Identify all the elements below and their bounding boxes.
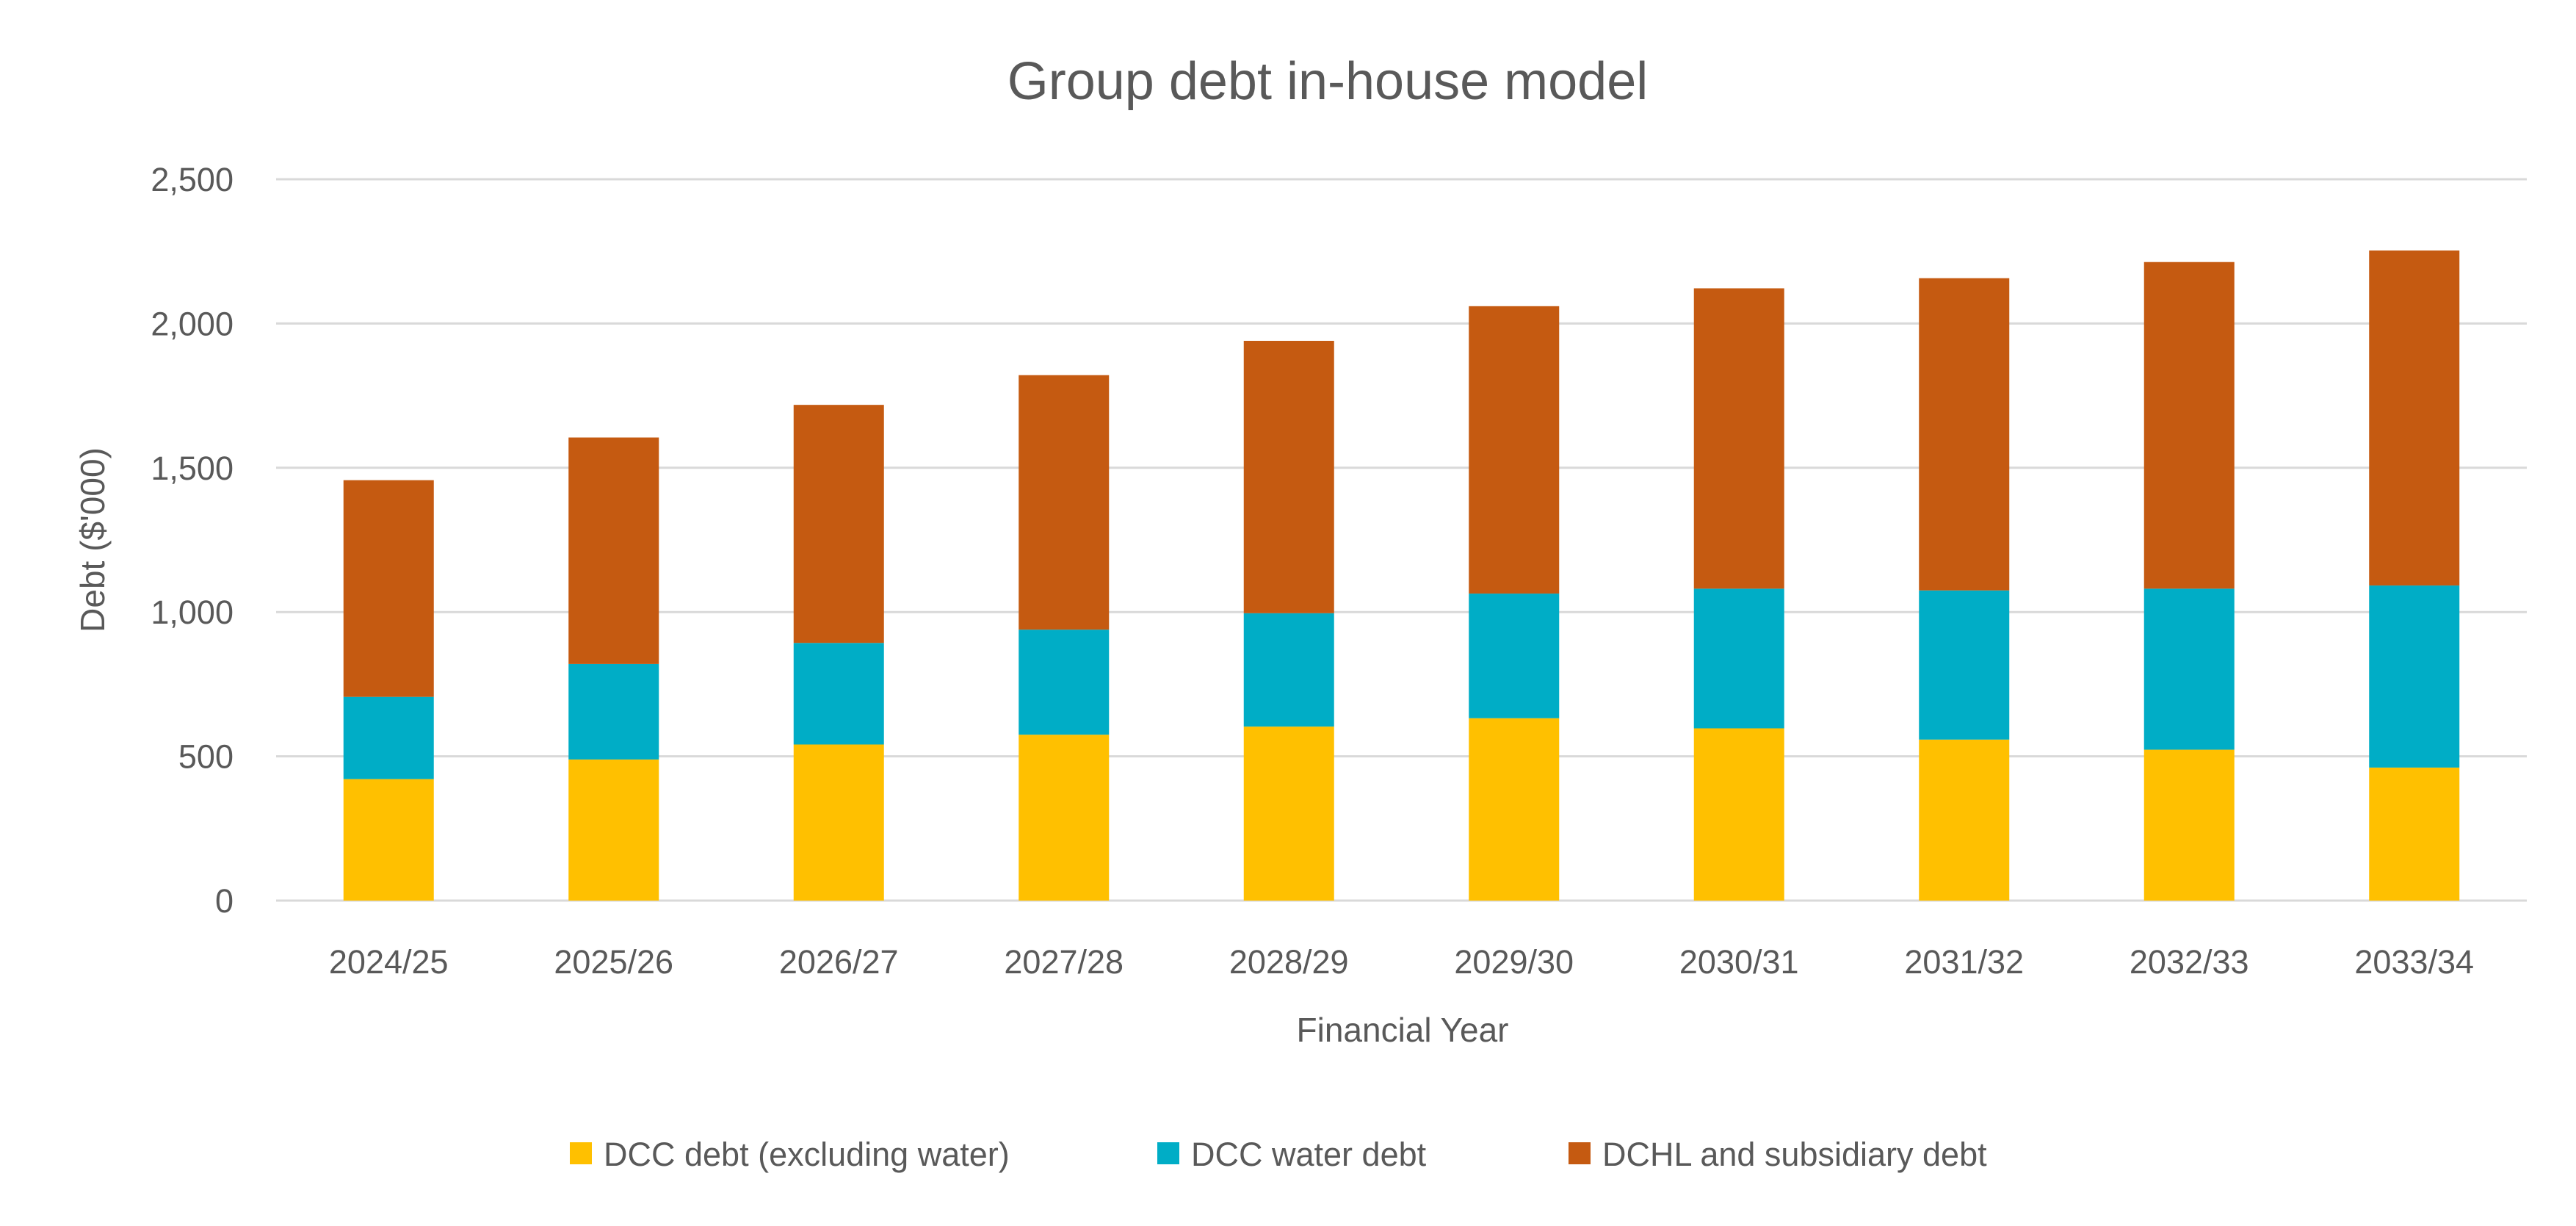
bar-segment-2 (2369, 585, 2460, 768)
legend: DCC debt (excluding water) DCC water debt… (570, 1136, 1987, 1173)
bar-segment-3 (1693, 288, 1784, 589)
bar-segment-2 (2143, 588, 2235, 750)
x-tick-label: 2030/31 (1679, 943, 1799, 981)
bar-segment-2 (1243, 613, 1334, 727)
x-tick-label: 2031/32 (1904, 943, 2024, 981)
bar-segment-3 (1243, 340, 1334, 613)
chart-title: Group debt in-house model (1007, 52, 1649, 111)
bar-segment-1 (793, 744, 884, 901)
bar-segment-3 (1469, 306, 1560, 594)
x-tick-label: 2032/33 (2130, 943, 2249, 981)
bar-segment-3 (568, 437, 659, 664)
bar-segment-3 (1019, 375, 1110, 630)
bar-segment-1 (1243, 726, 1334, 901)
bar-segment-2 (1019, 630, 1110, 735)
legend-label: DCC debt (excluding water) (604, 1136, 1010, 1173)
x-tick-label: 2025/26 (554, 943, 673, 981)
y-tick-label: 1,000 (151, 594, 234, 631)
y-axis-ticks: 0 500 1,000 1,500 2,000 2,500 (151, 161, 234, 920)
bar-segment-2 (568, 663, 659, 760)
bar-segment-2 (343, 696, 434, 779)
bar-segment-3 (343, 480, 434, 697)
legend-swatch (1157, 1142, 1179, 1164)
bar-segment-2 (1469, 594, 1560, 718)
bar-segment-1 (1469, 718, 1560, 901)
x-tick-label: 2029/30 (1454, 943, 1574, 981)
x-axis-ticks: 2024/25 2025/26 2026/27 2027/28 2028/29 2029/… (329, 943, 2474, 981)
x-tick-label: 2028/29 (1229, 943, 1349, 981)
x-tick-label: 2026/27 (779, 943, 899, 981)
bar-segment-3 (2369, 250, 2460, 586)
y-tick-label: 2,000 (151, 305, 234, 342)
bar-segment-1 (568, 759, 659, 901)
x-tick-label: 2027/28 (1004, 943, 1124, 981)
x-axis-label: Financial Year (1297, 1011, 1509, 1049)
bar-segment-1 (343, 779, 434, 901)
bar-segment-1 (2143, 749, 2235, 901)
bar-segment-2 (1693, 588, 1784, 729)
legend-swatch (570, 1142, 592, 1164)
bar-segment-2 (793, 643, 884, 745)
y-tick-label: 2,500 (151, 161, 234, 198)
bar-segment-2 (1919, 590, 2010, 740)
bar-segment-3 (1919, 278, 2010, 591)
bar-segment-3 (793, 405, 884, 643)
x-tick-label: 2024/25 (329, 943, 449, 981)
legend-label: DCHL and subsidiary debt (1602, 1136, 1987, 1173)
bar-segment-1 (1919, 739, 2010, 901)
legend-swatch (1569, 1142, 1591, 1164)
bar-segment-3 (2143, 262, 2235, 589)
x-tick-label: 2033/34 (2354, 943, 2474, 981)
bars (343, 250, 2460, 901)
y-tick-label: 0 (215, 882, 234, 920)
bar-segment-1 (1019, 735, 1110, 901)
bar-segment-1 (1693, 728, 1784, 901)
y-tick-label: 500 (178, 738, 234, 776)
bar-segment-1 (2369, 767, 2460, 901)
legend-label: DCC water debt (1191, 1136, 1427, 1173)
y-axis-label: Debt ($'000) (73, 447, 112, 632)
y-tick-label: 1,500 (151, 450, 234, 487)
